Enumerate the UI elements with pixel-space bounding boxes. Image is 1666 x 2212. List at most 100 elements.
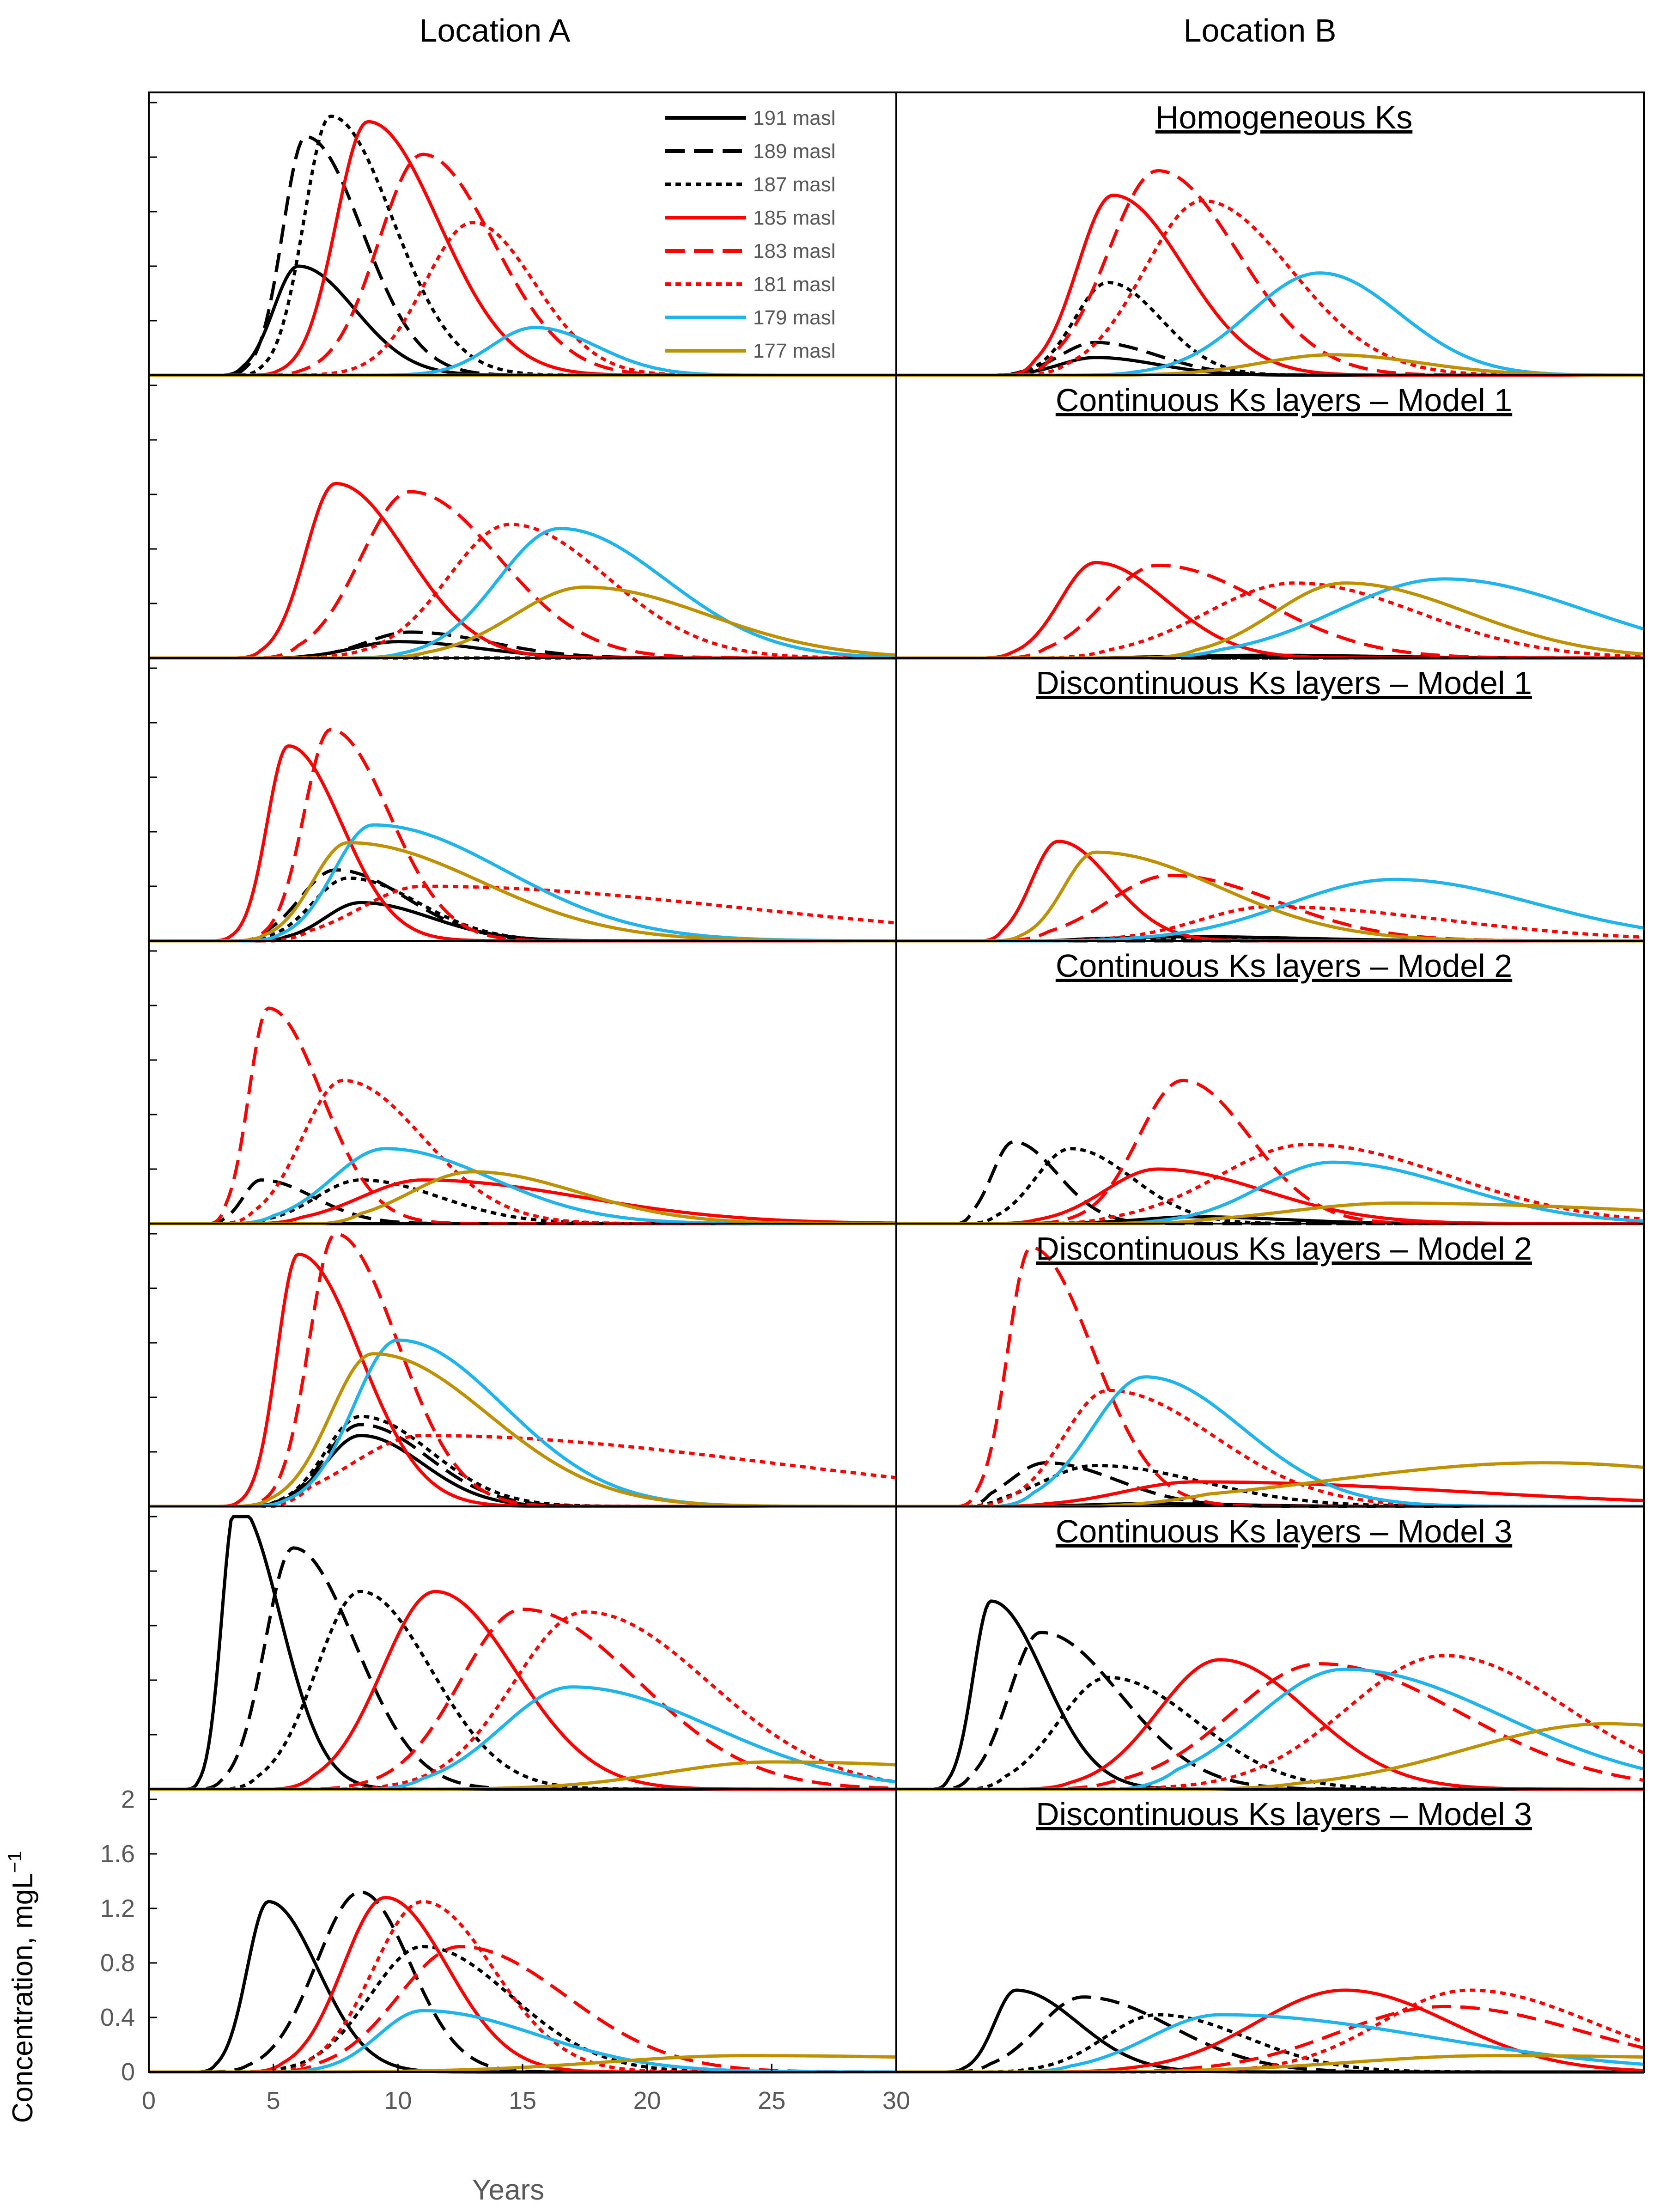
series-189-masl (896, 1995, 1644, 2074)
panel-b-6: Continuous Ks layers – Model 3 (895, 1505, 1645, 1791)
x-tick-label: 10 (384, 2087, 412, 2115)
legend-entry: 191 masl (753, 107, 836, 129)
series-185-masl (149, 1590, 896, 1791)
series-185-masl (896, 561, 1644, 660)
series-177-masl (896, 1722, 1644, 1791)
series-179-masl (149, 823, 896, 943)
series-179-masl (896, 577, 1644, 660)
series-183-masl (896, 169, 1644, 377)
series-185-masl (896, 1480, 1644, 1508)
series-181-masl (896, 1988, 1645, 2074)
series-187-masl (896, 1464, 1644, 1508)
legend-entry: 181 masl (753, 273, 836, 296)
panel-a-1 (148, 91, 897, 377)
series-189-masl (896, 1631, 1644, 1791)
y-tick-label: 1.2 (100, 1895, 135, 1922)
series-179-masl (896, 1667, 1644, 1791)
series-187-masl (149, 876, 896, 943)
x-tick-label: 0 (142, 2087, 156, 2115)
x-axis-label: Years (472, 2174, 544, 2206)
series-183-masl (149, 728, 896, 943)
legend-entry: 177 masl (753, 340, 836, 362)
panel-a-4 (148, 940, 897, 1225)
panels: Homogeneous Ks Continuous Ks layers – Mod… (148, 91, 1645, 2074)
panel-title: Discontinuous Ks layers – Model 3 (1036, 1796, 1532, 1832)
panel-frame (148, 374, 897, 659)
series-177-masl (896, 850, 1644, 943)
series-181-masl (896, 1654, 1645, 1791)
legend-entry: 179 masl (753, 306, 836, 329)
series-179-masl (896, 877, 1644, 943)
panel-b-7: Discontinuous Ks layers – Model 3 (895, 1788, 1645, 2074)
series-187-masl (149, 1590, 896, 1791)
legend-entry: 187 masl (753, 173, 836, 196)
series-183-masl (149, 490, 896, 660)
panel-b-1: Homogeneous Ks (895, 91, 1645, 377)
series-185-masl (149, 744, 896, 943)
y-tick-label: 2 (121, 1785, 135, 1813)
series-185-masl (149, 1252, 896, 1508)
x-tick-label: 15 (509, 2087, 536, 2115)
series-187-masl (149, 1414, 896, 1508)
panel-a-2 (148, 374, 897, 660)
y-axis-label: Concentration, mgL−1 (4, 1851, 39, 2123)
y-tick-label: 1.6 (100, 1840, 135, 1868)
series-185-masl (896, 840, 1644, 943)
x-tick-label: 5 (267, 2087, 280, 2115)
series-181-masl (149, 884, 897, 943)
panel-frame (148, 91, 897, 376)
panel-frame (895, 1788, 1645, 2073)
panel-title: Continuous Ks layers – Model 1 (1056, 382, 1512, 418)
column-title-b: Location B (1184, 12, 1337, 49)
series-191-masl (149, 1515, 896, 1791)
panel-a-3 (148, 657, 897, 943)
series-181-masl (896, 1143, 1644, 1225)
column-title-a: Location A (420, 12, 571, 49)
series-191-masl (149, 1900, 896, 2074)
series-183-masl (896, 1662, 1644, 1791)
axes: 00.40.81.21.620 5 10 15 20 25 30 (100, 1785, 910, 2115)
series-185-masl (896, 1988, 1644, 2074)
panel-title: Discontinuous Ks layers – Model 2 (1036, 1231, 1532, 1267)
x-tick-label: 30 (882, 2087, 910, 2115)
x-tick-label: 20 (633, 2087, 661, 2115)
series-183-masl (896, 1246, 1644, 1508)
panel-b-5: Discontinuous Ks layers – Model 2 (895, 1223, 1645, 1508)
legend-entry: 183 masl (753, 240, 836, 262)
series-185-masl (896, 1167, 1644, 1225)
series-179-masl (149, 2009, 896, 2074)
series-179-masl (149, 1338, 896, 1508)
series-177-masl (149, 1352, 896, 1508)
series-181-masl (149, 1079, 896, 1225)
series-185-masl (149, 481, 896, 660)
legend-entry: 189 masl (753, 140, 836, 163)
series-183-masl (896, 563, 1644, 660)
y-tick-label: 0.4 (100, 2004, 135, 2031)
series-189-masl (149, 1546, 896, 1791)
series-185-masl (896, 194, 1644, 377)
legend: 191 masl 189 masl 187 masl 185 masl 183 masl… (665, 107, 836, 362)
series-189-masl (896, 1461, 1644, 1508)
series-177-masl (896, 353, 1644, 377)
panel-a-7 (148, 1788, 897, 2074)
series-191-masl (896, 1988, 1644, 2074)
series-177-masl (896, 1461, 1644, 1508)
panel-a-6 (148, 1505, 897, 1791)
panel-b-2: Continuous Ks layers – Model 1 (895, 374, 1645, 660)
series-181-masl (149, 1900, 896, 2074)
series-179-masl (149, 1147, 896, 1225)
series-189-masl (149, 1890, 896, 2074)
y-tick-label: 0 (121, 2058, 135, 2086)
panel-b-4: Continuous Ks layers – Model 2 (895, 940, 1645, 1225)
series-181-masl (896, 199, 1644, 377)
panel-title: Continuous Ks layers – Model 3 (1056, 1513, 1512, 1549)
panel-title: Homogeneous Ks (1155, 99, 1412, 135)
legend-entry: 185 masl (753, 207, 836, 229)
panel-b-3: Discontinuous Ks layers – Model 1 (895, 657, 1645, 943)
panel-a-5 (148, 1223, 897, 1508)
x-tick-label: 25 (758, 2087, 785, 2115)
panel-title: Continuous Ks layers – Model 2 (1056, 948, 1512, 984)
series-185-masl (896, 1658, 1644, 1791)
series-185-masl (149, 1895, 896, 2074)
